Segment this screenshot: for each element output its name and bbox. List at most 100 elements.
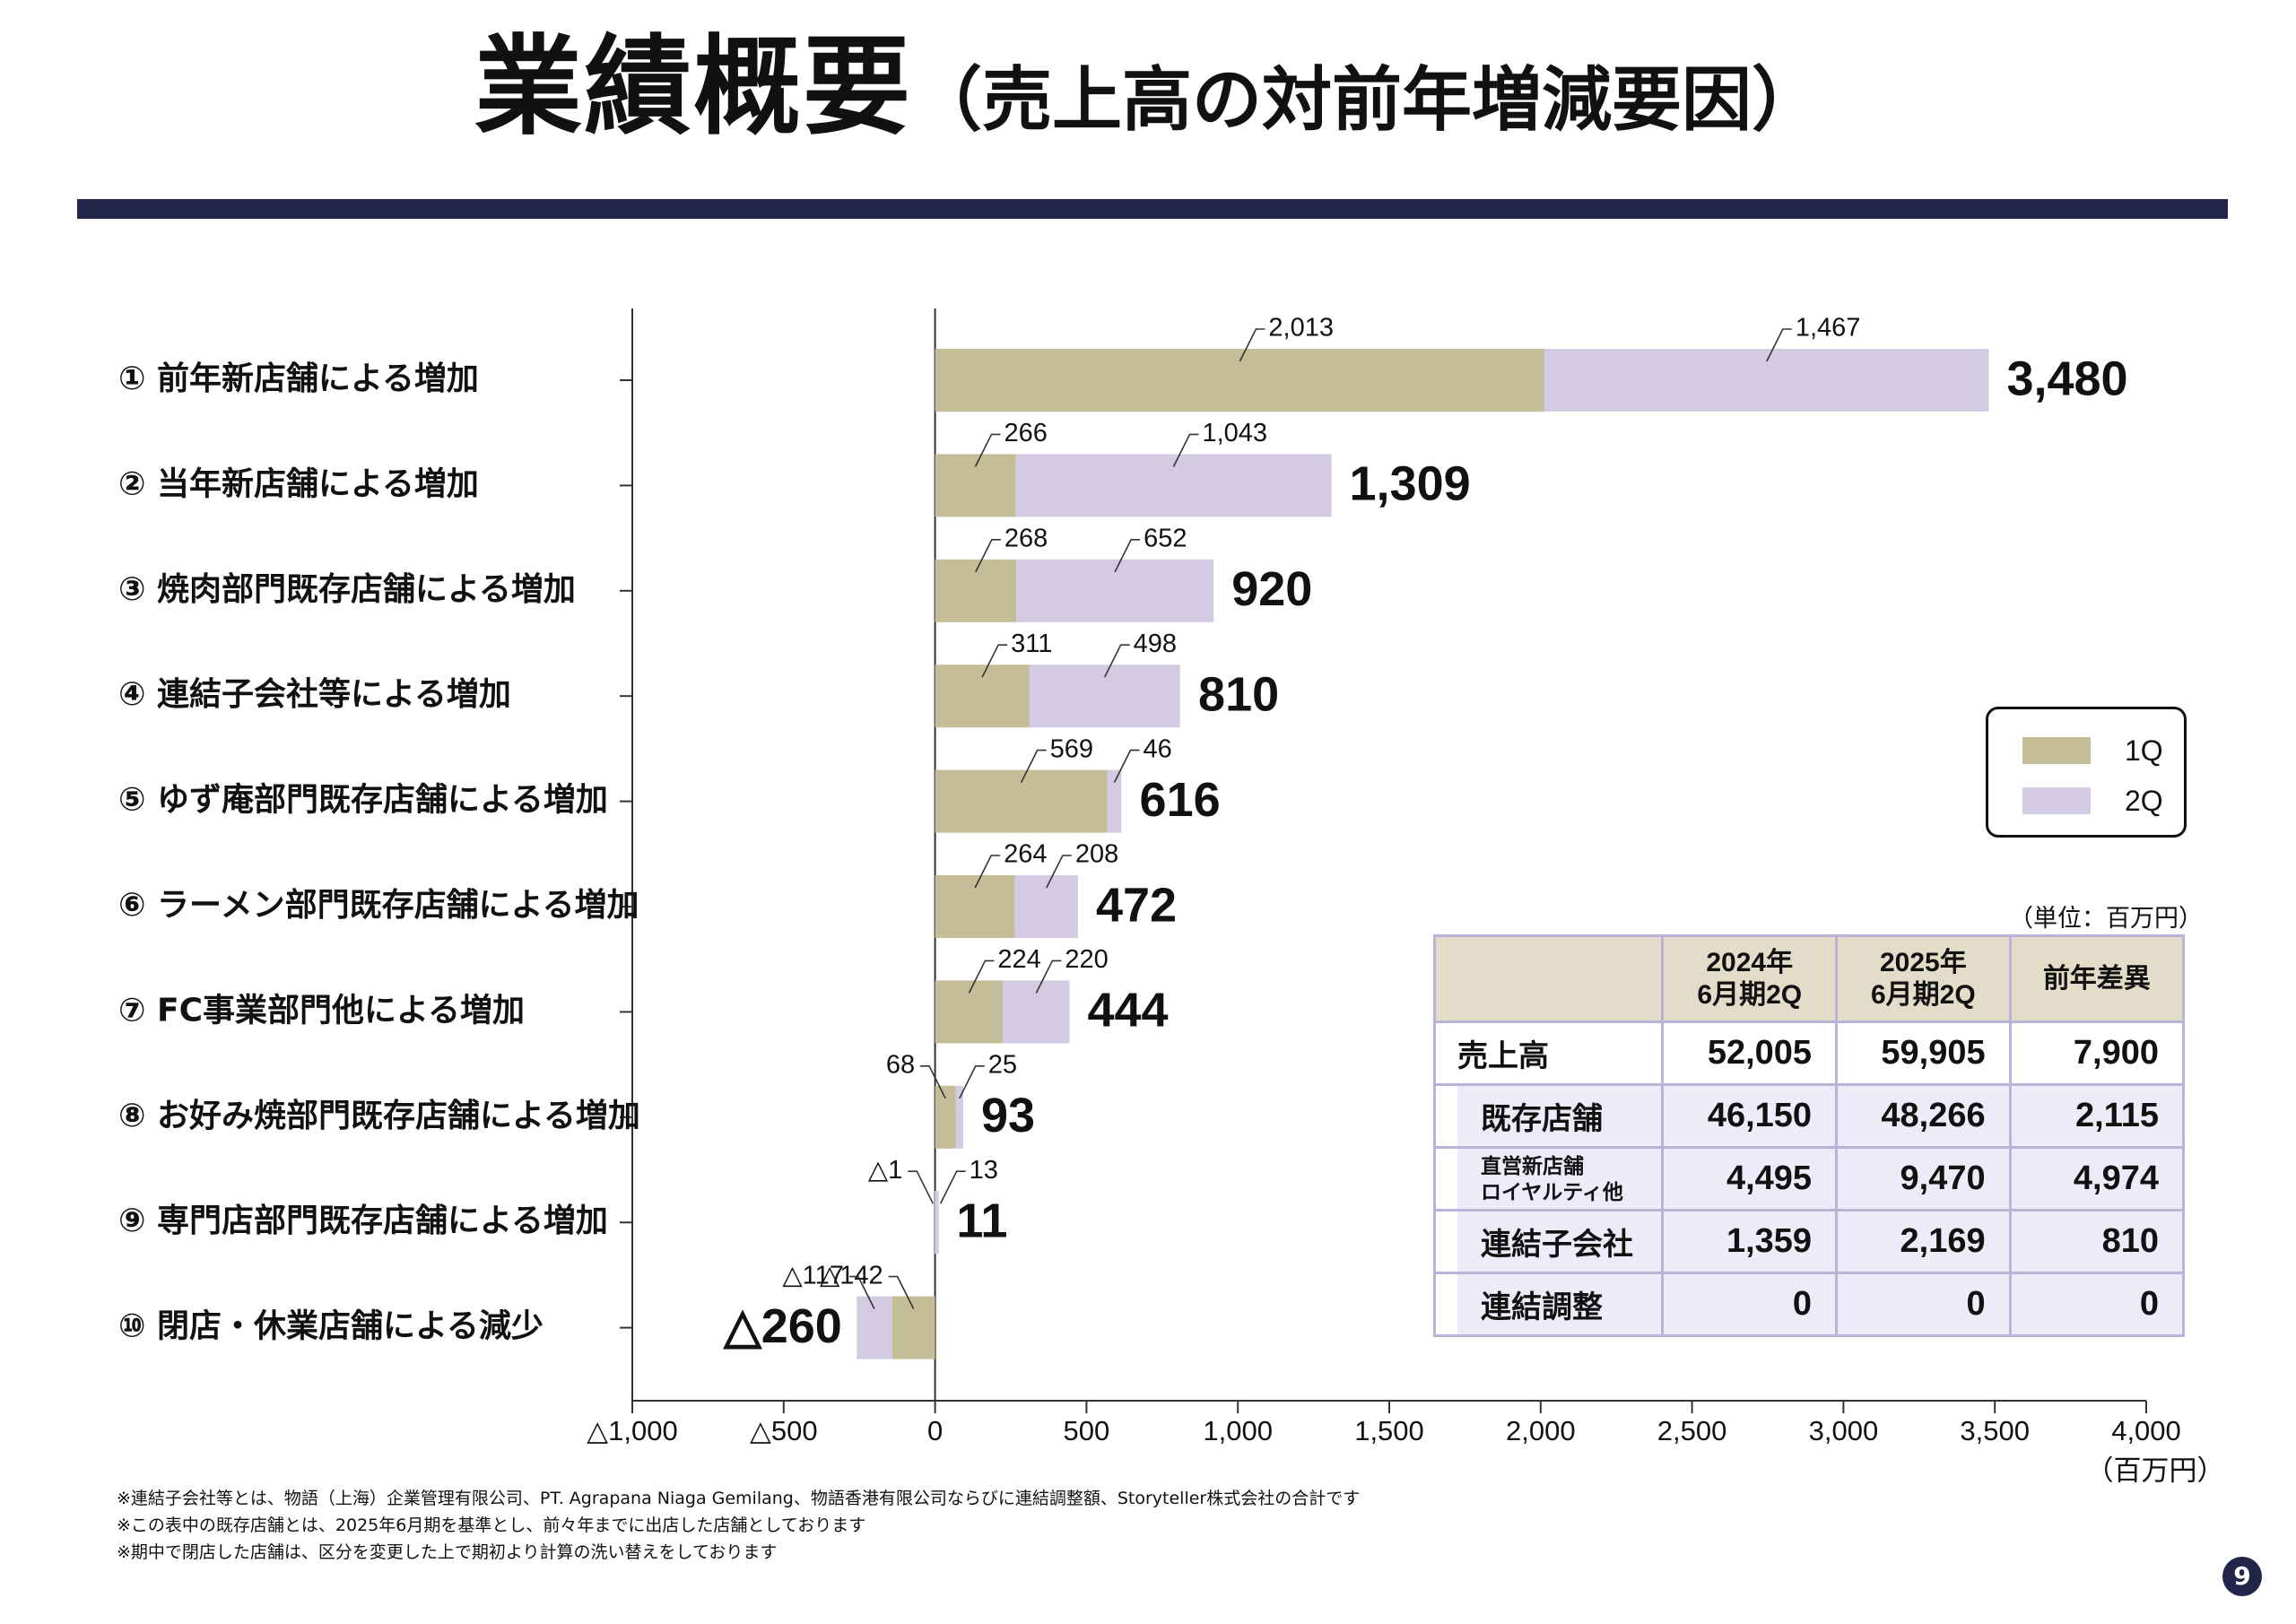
total-label: 93 bbox=[981, 1089, 1035, 1142]
leader-line bbox=[1103, 644, 1130, 678]
segment-label-1q: 266 bbox=[1004, 419, 1048, 447]
table-row-new-stores: 直営新店舗 ロイヤルティ他 4,495 9,470 4,974 bbox=[1432, 1146, 2186, 1211]
legend: 1Q 2Q bbox=[1986, 707, 2187, 838]
leader-line bbox=[1239, 328, 1265, 362]
leader-line bbox=[888, 1275, 915, 1309]
bar-2q bbox=[1015, 454, 1332, 517]
total-label: 810 bbox=[1198, 667, 1279, 721]
footnotes: ※連結子会社等とは、物語（上海）企業管理有限公司、PT. Agrapana Ni… bbox=[117, 1485, 1360, 1566]
segment-label-1q: 268 bbox=[1004, 524, 1048, 552]
table-row-label: 連結調整 bbox=[1432, 1272, 1665, 1337]
segment-label-2q: 652 bbox=[1144, 524, 1187, 552]
table-cell: 2,169 bbox=[1835, 1209, 2012, 1274]
category-label: ⑨ 専門店部門既存店舗による増加 bbox=[118, 1203, 608, 1239]
bar-2q bbox=[1544, 349, 1989, 412]
leader-line bbox=[975, 538, 1001, 573]
table-cell: 48,266 bbox=[1835, 1083, 2012, 1149]
table-row-existing-stores: 既存店舗 46,150 48,266 2,115 bbox=[1432, 1083, 2186, 1149]
table-header-2024: 2024年 6月期2Q bbox=[1661, 934, 1839, 1023]
segment-label-1q: 311 bbox=[1011, 630, 1052, 658]
table-cell: 1,359 bbox=[1661, 1209, 1839, 1274]
table-unit-label: （単位：百万円） bbox=[2009, 905, 2203, 933]
bar-1q bbox=[935, 769, 1108, 833]
table-cell: 52,005 bbox=[1661, 1020, 1839, 1086]
segment-label-2q: 498 bbox=[1134, 630, 1177, 658]
category-label: ⑧ お好み焼部門既存店舗による増加 bbox=[118, 1098, 640, 1134]
segment-label-2q: 208 bbox=[1075, 840, 1118, 869]
segment-label-2q: △117 bbox=[782, 1261, 844, 1290]
x-tick-label: △500 bbox=[750, 1415, 818, 1446]
leader-line bbox=[1035, 960, 1062, 994]
table-row-label: 売上高 bbox=[1432, 1020, 1665, 1086]
leader-line bbox=[1046, 855, 1072, 889]
leader-line bbox=[939, 1170, 966, 1204]
x-tick-label: 3,000 bbox=[1809, 1415, 1879, 1446]
table-cell: 9,470 bbox=[1835, 1146, 2012, 1211]
total-label: 616 bbox=[1140, 773, 1221, 827]
table-header-diff: 前年差異 bbox=[2008, 934, 2186, 1023]
title-rule bbox=[77, 199, 2228, 219]
footnote: ※期中で閉店した店舗は、区分を変更した上で期初より計算の洗い替えをしております bbox=[117, 1542, 778, 1562]
table-header-2025: 2025年 6月期2Q bbox=[1835, 934, 2012, 1023]
bar-1q bbox=[935, 875, 1015, 938]
legend-swatch-1q bbox=[2022, 737, 2091, 764]
bar-2q bbox=[1003, 980, 1070, 1044]
legend-label-2q: 2Q bbox=[2125, 784, 2163, 817]
bar-1q bbox=[891, 1296, 935, 1359]
category-label: ① 前年新店舗による増加 bbox=[118, 360, 479, 397]
leader-line bbox=[1020, 749, 1047, 783]
leader-line bbox=[1766, 328, 1792, 362]
table-cell: 4,974 bbox=[2008, 1146, 2186, 1211]
total-label: 920 bbox=[1231, 562, 1312, 616]
x-tick-label: 2,000 bbox=[1506, 1415, 1576, 1446]
legend-item-2q: 2Q bbox=[2022, 784, 2163, 817]
table-cell: 46,150 bbox=[1661, 1083, 1839, 1149]
sales-summary-table: 2024年 6月期2Q 2025年 6月期2Q 前年差異 売上高 52,005 59… bbox=[1432, 934, 2186, 1337]
leader-line bbox=[1113, 749, 1140, 783]
title-subtitle: （売上高の対前年増減要因） bbox=[911, 60, 1822, 141]
category-label: ③ 焼肉部門既存店舗による増加 bbox=[118, 571, 576, 608]
leader-line bbox=[974, 855, 1001, 889]
leader-line bbox=[920, 1065, 946, 1099]
legend-swatch-2q bbox=[2022, 787, 2091, 814]
total-label: 3,480 bbox=[2006, 352, 2127, 405]
table-cell: 0 bbox=[1835, 1272, 2012, 1337]
x-axis-unit-label: （百万円） bbox=[2086, 1455, 2225, 1488]
category-label: ⑤ ゆず庵部門既存店舗による増加 bbox=[118, 782, 608, 819]
segment-label-1q: 2,013 bbox=[1268, 314, 1334, 343]
leader-line bbox=[968, 960, 995, 994]
segment-label-1q: △142 bbox=[820, 1261, 883, 1290]
bar-1q bbox=[935, 1085, 956, 1149]
table-header-blank bbox=[1432, 934, 1665, 1023]
category-label: ⑦ FC事業部門他による増加 bbox=[118, 992, 525, 1029]
legend-label-1q: 1Q bbox=[2125, 734, 2163, 767]
footnote: ※連結子会社等とは、物語（上海）企業管理有限公司、PT. Agrapana Ni… bbox=[117, 1489, 1361, 1508]
bar-1q bbox=[935, 664, 1030, 728]
table-row-label: 連結子会社 bbox=[1432, 1209, 1665, 1274]
leader-line bbox=[908, 1170, 934, 1204]
footnote: ※この表中の既存店舗とは、2025年6月期を基準とし、前々年までに出店した店舗と… bbox=[117, 1515, 866, 1535]
bar-2q bbox=[1016, 559, 1214, 622]
segment-label-2q: 25 bbox=[988, 1050, 1017, 1079]
bar-1q bbox=[935, 980, 1004, 1044]
table-cell: 7,900 bbox=[2008, 1020, 2186, 1086]
leader-line bbox=[959, 1065, 985, 1099]
category-label: ⑩ 閉店・休業店舗による減少 bbox=[118, 1308, 544, 1345]
bar-1q bbox=[935, 454, 1016, 517]
table-cell: 59,905 bbox=[1835, 1020, 2012, 1086]
leader-line bbox=[1172, 433, 1199, 467]
x-tick-label: 500 bbox=[1064, 1415, 1110, 1446]
table-row-sales: 売上高 52,005 59,905 7,900 bbox=[1432, 1020, 2186, 1086]
segment-label-2q: 1,467 bbox=[1796, 314, 1861, 343]
bar-2q bbox=[955, 1085, 963, 1149]
table-row-subsidiaries: 連結子会社 1,359 2,169 810 bbox=[1432, 1209, 2186, 1274]
table-row-label: 既存店舗 bbox=[1432, 1083, 1665, 1149]
table-cell: 4,495 bbox=[1661, 1146, 1839, 1211]
category-label: ⑥ ラーメン部門既存店舗による増加 bbox=[118, 887, 639, 924]
x-tick-label: 2,500 bbox=[1657, 1415, 1727, 1446]
bar-2q bbox=[1107, 769, 1122, 833]
segment-label-1q: 224 bbox=[997, 945, 1040, 974]
leader-line bbox=[974, 433, 1001, 467]
total-label: 1,309 bbox=[1350, 457, 1471, 511]
